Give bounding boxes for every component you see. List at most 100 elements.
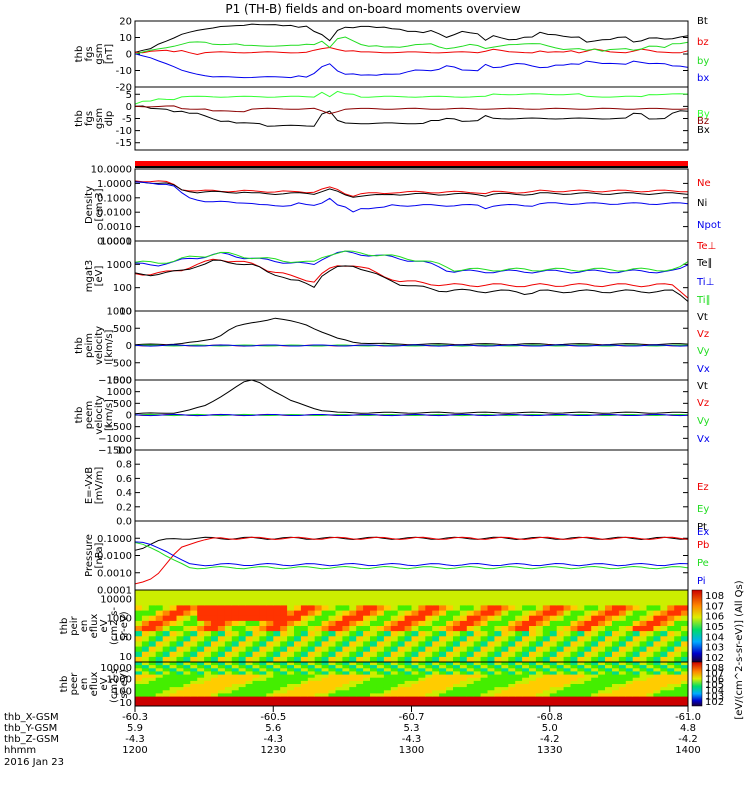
spectrogram-cell bbox=[176, 693, 184, 697]
spectrogram-cell bbox=[570, 615, 578, 622]
spectrogram-cell bbox=[307, 646, 316, 653]
spectrogram-cell bbox=[176, 662, 184, 666]
spectrogram-cell bbox=[473, 636, 482, 642]
spectrogram-cell bbox=[390, 620, 399, 627]
spectrogram-cell bbox=[681, 600, 689, 606]
spectrogram-cell bbox=[169, 680, 177, 685]
spectrogram-cell bbox=[605, 605, 613, 611]
spectrogram-cell bbox=[238, 699, 247, 704]
spectrogram-cell bbox=[273, 646, 281, 653]
spectrogram-cell bbox=[135, 600, 143, 606]
spectrogram-cell bbox=[183, 605, 191, 611]
spectrogram-cell bbox=[418, 699, 426, 704]
spectrogram-cell bbox=[522, 674, 530, 679]
spectrogram-cell bbox=[674, 600, 682, 606]
spectrogram-cell bbox=[231, 674, 240, 679]
spectrogram-cell bbox=[224, 610, 233, 617]
spectrogram-cell bbox=[404, 636, 412, 642]
spectrogram-cell bbox=[508, 674, 516, 679]
spectrogram-cell bbox=[397, 684, 406, 688]
spectrogram-cell bbox=[646, 641, 654, 647]
series-Vx bbox=[134, 344, 689, 347]
spectrogram-cell bbox=[363, 656, 371, 663]
spectrogram-cell bbox=[135, 651, 143, 658]
spectrogram-cell bbox=[307, 605, 316, 611]
legend-Ni: Ni bbox=[697, 198, 707, 209]
ytick-label: 100 bbox=[113, 633, 132, 644]
spectrogram-cell bbox=[577, 680, 585, 685]
spectrogram-cell bbox=[660, 671, 668, 675]
spectrogram-cell bbox=[252, 699, 260, 704]
spectrogram-cell bbox=[570, 687, 578, 691]
spectrogram-cell bbox=[556, 680, 565, 685]
spectrogram-cell bbox=[480, 626, 488, 632]
spectrogram-cell bbox=[169, 626, 177, 632]
spectrogram-cell bbox=[169, 687, 177, 691]
spectrogram-cell bbox=[211, 699, 219, 704]
spectrogram-cell bbox=[176, 595, 184, 601]
spectrogram-cell bbox=[155, 636, 164, 642]
spectrogram-cell bbox=[515, 671, 523, 675]
spectrogram-cell bbox=[190, 610, 198, 617]
spectrogram-cell bbox=[632, 665, 641, 669]
spectrogram-cell bbox=[273, 656, 281, 663]
spectrogram-cell bbox=[660, 693, 668, 697]
spectrogram-cell bbox=[162, 702, 171, 707]
spectrogram-cell bbox=[425, 636, 433, 642]
spectrogram-cell bbox=[598, 677, 606, 682]
spectrogram-cell bbox=[259, 595, 267, 601]
spectrogram-cell bbox=[508, 605, 516, 611]
spectrogram-cell bbox=[287, 641, 295, 647]
spectrogram-cell bbox=[681, 674, 689, 679]
spectrogram-cell bbox=[563, 620, 571, 627]
spectrogram-cell bbox=[598, 590, 606, 596]
spectrogram-cell bbox=[480, 651, 488, 658]
spectrogram-cell bbox=[439, 671, 447, 675]
spectrogram-cell bbox=[155, 605, 164, 611]
spectrogram-cell bbox=[169, 595, 177, 601]
spectrogram-cell bbox=[598, 610, 606, 617]
spectrogram-cell bbox=[294, 590, 302, 596]
spectrogram-cell bbox=[522, 636, 530, 642]
spectrogram-cell bbox=[349, 680, 357, 685]
spectrogram-cell bbox=[307, 674, 316, 679]
spectrogram-cell bbox=[376, 687, 385, 691]
spectrogram-cell bbox=[487, 595, 495, 601]
spectrogram-cell bbox=[584, 687, 592, 691]
spectrogram-cell bbox=[287, 651, 295, 658]
spectrogram-cell bbox=[397, 671, 406, 675]
spectrogram-cell bbox=[217, 600, 226, 606]
spectrogram-cell bbox=[584, 605, 592, 611]
spectrogram-cell bbox=[508, 671, 516, 675]
spectrogram-cell bbox=[494, 671, 502, 675]
ylabel-line: fgs bbox=[84, 111, 95, 126]
spectrogram-cell bbox=[480, 636, 488, 642]
spectrogram-cell bbox=[473, 595, 482, 601]
spectrogram-cell bbox=[370, 631, 378, 637]
spectrogram-cell bbox=[197, 656, 205, 663]
panel-peim_velocity: thb peim velocity [km/s]10005000−500−1000Vt… bbox=[74, 307, 710, 387]
spectrogram-cell bbox=[148, 641, 157, 647]
spectrogram-cell bbox=[494, 631, 502, 637]
spectrogram-cell bbox=[300, 636, 309, 642]
spectrogram-cell bbox=[390, 605, 399, 611]
spectrogram-cell bbox=[667, 693, 675, 697]
spectrogram-cell bbox=[535, 702, 544, 707]
spectrogram-cell bbox=[342, 690, 350, 694]
spectrogram-cell bbox=[356, 636, 364, 642]
spectrogram-cell bbox=[446, 636, 454, 642]
spectrogram-cell bbox=[300, 610, 309, 617]
spectrogram-cell bbox=[383, 605, 392, 611]
spectrogram-cell bbox=[535, 684, 544, 688]
spectrogram-cell bbox=[473, 610, 482, 617]
spectrogram-cell bbox=[660, 656, 668, 663]
spectrogram-cell bbox=[141, 680, 150, 685]
spectrogram-cell bbox=[584, 641, 592, 647]
spectrogram-cell bbox=[556, 651, 565, 658]
spectrogram-cell bbox=[190, 680, 198, 685]
colorbar-tick: 106 bbox=[705, 674, 724, 685]
spectrogram-cell bbox=[549, 656, 558, 663]
spectrogram-cell bbox=[653, 702, 661, 707]
spectrogram-cell bbox=[425, 590, 433, 596]
